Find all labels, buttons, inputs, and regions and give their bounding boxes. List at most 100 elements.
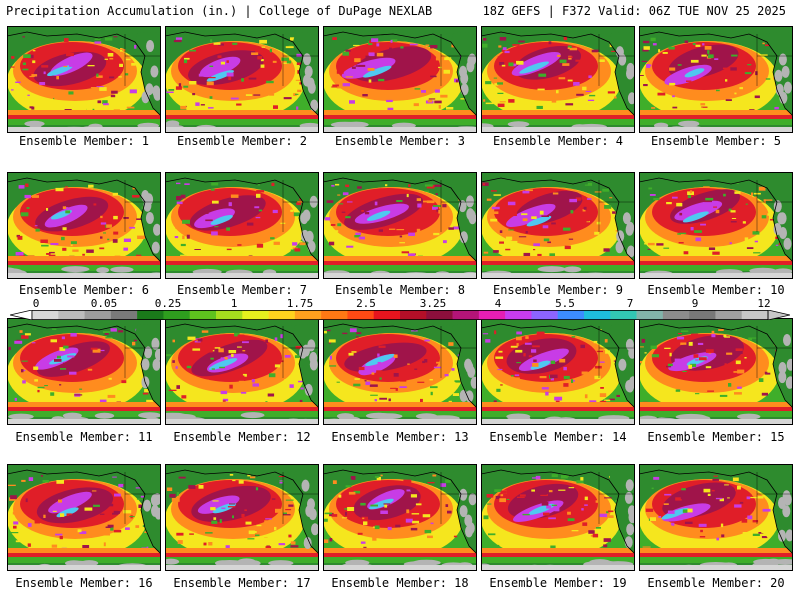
member-map-19 — [481, 464, 635, 571]
member-map-14 — [481, 318, 635, 425]
colorbar-swatch — [636, 310, 664, 320]
colorbar-tick-label: 3.25 — [419, 297, 447, 310]
member-caption: Ensemble Member: 7 — [176, 283, 308, 297]
colorbar-swatch — [373, 310, 401, 320]
colorbar-swatch — [662, 310, 690, 320]
precip-map — [7, 26, 161, 133]
precip-map — [165, 464, 319, 571]
colorbar-swatch — [216, 310, 243, 320]
colorbar-swatch — [189, 310, 217, 320]
colorbar-swatch — [321, 310, 348, 320]
member-map-15 — [639, 318, 793, 425]
member-map-2 — [165, 26, 319, 133]
colorbar-tick-label: 7 — [626, 297, 634, 310]
member-map-9 — [481, 172, 635, 279]
colorbar-swatch — [268, 310, 296, 320]
colorbar-swatch — [715, 310, 743, 320]
member-map-16 — [7, 464, 161, 571]
colorbar-tick-label: 1.75 — [286, 297, 314, 310]
colorbar-swatch — [32, 310, 59, 320]
precip-map — [481, 172, 635, 279]
precip-map — [7, 318, 161, 425]
colorbar-swatch — [84, 310, 112, 320]
member-map-11 — [7, 318, 161, 425]
precip-map — [481, 464, 635, 571]
precip-map — [639, 26, 793, 133]
precip-map — [165, 318, 319, 425]
member-caption: Ensemble Member: 16 — [15, 576, 153, 590]
member-map-12 — [165, 318, 319, 425]
colorbar-swatch — [584, 310, 611, 320]
precip-map — [481, 26, 635, 133]
member-caption: Ensemble Member: 18 — [331, 576, 469, 590]
colorbar-tick-label: 0.05 — [90, 297, 118, 310]
member-caption: Ensemble Member: 20 — [647, 576, 785, 590]
colorbar — [10, 310, 790, 320]
member-caption: Ensemble Member: 19 — [489, 576, 627, 590]
member-caption: Ensemble Member: 2 — [176, 134, 308, 148]
colorbar-min-arrow — [10, 310, 33, 320]
member-caption: Ensemble Member: 11 — [15, 430, 153, 444]
colorbar-swatch — [400, 310, 427, 320]
colorbar-swatch — [137, 310, 164, 320]
colorbar-swatch — [163, 310, 191, 320]
colorbar-swatch — [58, 310, 85, 320]
member-caption: Ensemble Member: 9 — [492, 283, 624, 297]
member-caption: Ensemble Member: 5 — [650, 134, 782, 148]
precip-map — [165, 26, 319, 133]
precip-map — [639, 318, 793, 425]
member-map-1 — [7, 26, 161, 133]
precip-map — [7, 464, 161, 571]
member-map-6 — [7, 172, 161, 279]
colorbar-tick-label: 1 — [230, 297, 238, 310]
colorbar-tick-label: 0.25 — [154, 297, 182, 310]
member-caption: Ensemble Member: 15 — [647, 430, 785, 444]
member-map-3 — [323, 26, 477, 133]
colorbar-tick-label: 0 — [32, 297, 40, 310]
colorbar-tick-label: 5.5 — [555, 297, 575, 310]
member-map-4 — [481, 26, 635, 133]
colorbar-swatch — [557, 310, 585, 320]
precip-map — [7, 172, 161, 279]
colorbar-swatch — [294, 310, 322, 320]
colorbar-swatch — [478, 310, 506, 320]
member-map-20 — [639, 464, 793, 571]
colorbar-tick-label: 9 — [691, 297, 699, 310]
colorbar-swatch — [426, 310, 453, 320]
member-map-17 — [165, 464, 319, 571]
member-caption: Ensemble Member: 13 — [331, 430, 469, 444]
colorbar-tick-label: 2.5 — [356, 297, 376, 310]
precip-map — [323, 172, 477, 279]
colorbar-swatch — [347, 310, 375, 320]
member-map-7 — [165, 172, 319, 279]
member-caption: Ensemble Member: 4 — [492, 134, 624, 148]
member-caption: Ensemble Member: 6 — [18, 283, 150, 297]
member-map-10 — [639, 172, 793, 279]
member-caption: Ensemble Member: 1 — [18, 134, 150, 148]
member-caption: Ensemble Member: 8 — [334, 283, 466, 297]
colorbar-swatch — [505, 310, 532, 320]
page-title: Precipitation Accumulation (in.) | Colle… — [6, 4, 433, 18]
member-caption: Ensemble Member: 14 — [489, 430, 627, 444]
member-map-5 — [639, 26, 793, 133]
precip-map — [639, 172, 793, 279]
colorbar-swatch — [741, 310, 769, 320]
colorbar-max-arrow — [767, 310, 790, 320]
precip-map — [639, 464, 793, 571]
precip-map — [481, 318, 635, 425]
colorbar-swatch — [110, 310, 138, 320]
precip-map — [323, 26, 477, 133]
colorbar-swatch — [452, 310, 480, 320]
precip-map — [323, 318, 477, 425]
member-map-8 — [323, 172, 477, 279]
member-caption: Ensemble Member: 17 — [173, 576, 311, 590]
member-caption: Ensemble Member: 10 — [647, 283, 785, 297]
member-map-13 — [323, 318, 477, 425]
member-map-18 — [323, 464, 477, 571]
colorbar-swatch — [242, 310, 269, 320]
colorbar-swatch — [531, 310, 559, 320]
colorbar-swatch — [610, 310, 637, 320]
precip-map — [323, 464, 477, 571]
colorbar-swatch — [689, 310, 716, 320]
